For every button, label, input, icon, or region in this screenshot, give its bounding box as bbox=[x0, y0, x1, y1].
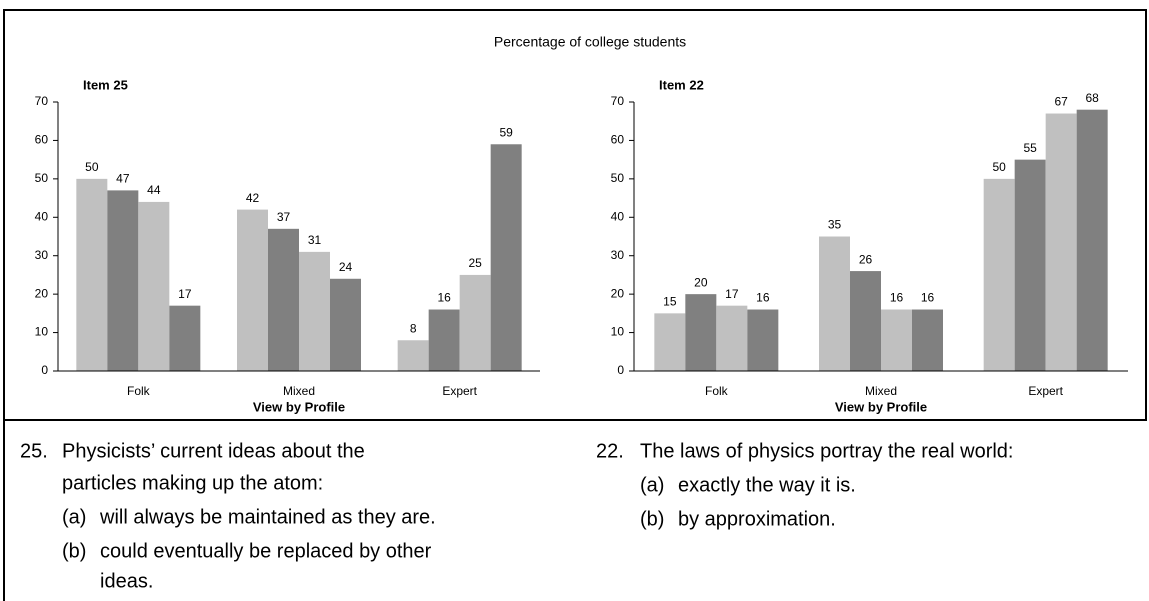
bar bbox=[1014, 159, 1046, 371]
bar bbox=[654, 313, 686, 371]
x-tick-label: Mixed bbox=[283, 384, 315, 398]
value-label: 67 bbox=[1054, 95, 1068, 109]
option-text: by approximation. bbox=[678, 508, 836, 530]
value-label: 16 bbox=[921, 291, 935, 305]
bar bbox=[912, 309, 943, 371]
y-tick-label: 0 bbox=[617, 363, 624, 377]
value-label: 50 bbox=[992, 160, 1006, 174]
y-tick-label: 40 bbox=[35, 209, 49, 223]
y-tick-label: 70 bbox=[35, 94, 49, 108]
option-label: (a) bbox=[640, 474, 664, 496]
x-tick-label: Mixed bbox=[865, 384, 897, 398]
x-tick-label: Expert bbox=[1028, 384, 1063, 398]
option-label: (b) bbox=[640, 508, 664, 530]
bar bbox=[459, 274, 491, 371]
y-tick-label: 10 bbox=[611, 325, 625, 339]
option-label: (b) bbox=[62, 540, 86, 562]
y-tick-label: 30 bbox=[35, 248, 49, 262]
bar bbox=[881, 309, 912, 371]
value-label: 35 bbox=[828, 218, 842, 232]
x-tick-label: Folk bbox=[127, 384, 151, 398]
value-label: 25 bbox=[468, 256, 482, 270]
bar bbox=[983, 178, 1015, 371]
value-label: 47 bbox=[116, 172, 130, 186]
x-tick-label: Folk bbox=[705, 384, 729, 398]
bar bbox=[237, 209, 268, 371]
value-label: 55 bbox=[1023, 141, 1037, 155]
y-tick-label: 60 bbox=[611, 133, 625, 147]
bar bbox=[299, 251, 330, 371]
bar bbox=[716, 305, 748, 371]
question-number: 22. bbox=[596, 440, 624, 462]
bar bbox=[169, 305, 201, 371]
question-text: particles making up the atom: bbox=[62, 472, 323, 494]
y-tick-label: 60 bbox=[35, 133, 49, 147]
value-label: 16 bbox=[756, 291, 770, 305]
bar bbox=[1045, 113, 1077, 372]
y-tick-label: 30 bbox=[611, 248, 625, 262]
bar bbox=[490, 144, 522, 371]
value-label: 59 bbox=[499, 125, 513, 139]
bar bbox=[819, 236, 850, 371]
y-tick-label: 50 bbox=[611, 171, 625, 185]
bar bbox=[138, 201, 170, 371]
bar bbox=[1076, 109, 1108, 371]
value-label: 17 bbox=[178, 287, 192, 301]
question-number: 25. bbox=[20, 440, 48, 462]
value-label: 37 bbox=[277, 210, 291, 224]
x-axis-label: View by Profile bbox=[835, 399, 927, 414]
option-text: ideas. bbox=[100, 570, 153, 592]
figure-title: Percentage of college students bbox=[494, 34, 686, 50]
y-tick-label: 20 bbox=[611, 286, 625, 300]
y-tick-label: 0 bbox=[41, 363, 48, 377]
value-label: 42 bbox=[246, 191, 260, 205]
bar bbox=[76, 178, 108, 371]
y-tick-label: 50 bbox=[35, 171, 49, 185]
value-label: 20 bbox=[694, 275, 708, 289]
option-label: (a) bbox=[62, 506, 86, 528]
bar bbox=[428, 309, 460, 371]
value-label: 44 bbox=[147, 183, 161, 197]
value-label: 68 bbox=[1085, 91, 1099, 105]
value-label: 16 bbox=[437, 291, 451, 305]
bar bbox=[850, 271, 881, 371]
bar bbox=[397, 340, 429, 371]
frame bbox=[3, 9, 1147, 601]
bar bbox=[747, 309, 779, 371]
bar bbox=[268, 228, 299, 371]
question-text: Physicists’ current ideas about the bbox=[62, 440, 365, 462]
bar bbox=[330, 278, 361, 371]
bar bbox=[107, 190, 139, 371]
y-tick-label: 10 bbox=[35, 325, 49, 339]
chart-title: Item 25 bbox=[83, 77, 128, 92]
value-label: 50 bbox=[85, 160, 99, 174]
option-text: could eventually be replaced by other bbox=[100, 540, 432, 562]
x-axis-label: View by Profile bbox=[253, 399, 345, 414]
y-tick-label: 40 bbox=[611, 209, 625, 223]
value-label: 8 bbox=[410, 321, 417, 335]
question-text: The laws of physics portray the real wor… bbox=[640, 440, 1014, 462]
option-text: exactly the way it is. bbox=[678, 474, 856, 496]
value-label: 31 bbox=[308, 233, 322, 247]
y-tick-label: 20 bbox=[35, 286, 49, 300]
bar bbox=[685, 294, 717, 371]
value-label: 24 bbox=[339, 260, 353, 274]
x-tick-label: Expert bbox=[442, 384, 477, 398]
y-tick-label: 70 bbox=[611, 94, 625, 108]
value-label: 26 bbox=[859, 252, 873, 266]
chart-title: Item 22 bbox=[659, 77, 704, 92]
option-text: will always be maintained as they are. bbox=[99, 506, 436, 528]
value-label: 15 bbox=[663, 295, 677, 309]
value-label: 17 bbox=[725, 287, 739, 301]
value-label: 16 bbox=[890, 291, 904, 305]
